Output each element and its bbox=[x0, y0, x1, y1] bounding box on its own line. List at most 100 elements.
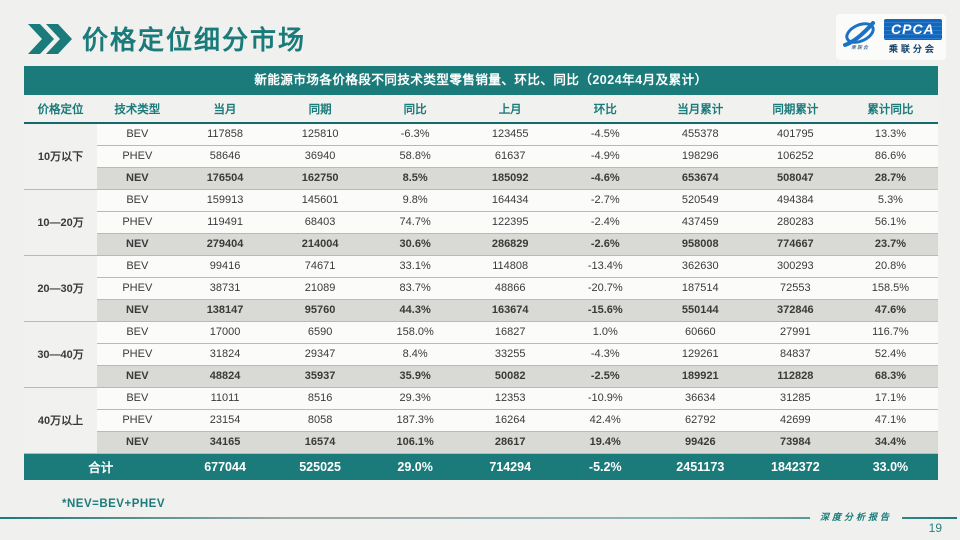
value-cell: 159913 bbox=[177, 189, 273, 212]
page-title: 价格定位细分市场 bbox=[82, 25, 307, 55]
col-header-tech: 技术类型 bbox=[97, 95, 178, 124]
value-cell: 35.9% bbox=[367, 365, 463, 388]
value-cell: 122395 bbox=[462, 211, 558, 234]
tech-type-cell: NEV bbox=[97, 431, 178, 454]
value-cell: 62792 bbox=[652, 409, 748, 432]
tech-type-cell: PHEV bbox=[97, 409, 178, 432]
value-cell: 145601 bbox=[272, 189, 368, 212]
value-cell: 164434 bbox=[462, 189, 558, 212]
value-cell: -2.7% bbox=[557, 189, 653, 212]
col-header-month-cum: 当月累计 bbox=[652, 95, 748, 124]
value-cell: 23154 bbox=[177, 409, 273, 432]
value-cell: 158.5% bbox=[842, 277, 938, 300]
value-cell: 5.3% bbox=[842, 189, 938, 212]
value-cell: 58.8% bbox=[367, 145, 463, 168]
value-cell: 34.4% bbox=[842, 431, 938, 454]
tech-type-cell: PHEV bbox=[97, 343, 178, 366]
tech-type-cell: PHEV bbox=[97, 145, 178, 168]
tech-type-cell: PHEV bbox=[97, 277, 178, 300]
value-cell: 401795 bbox=[747, 123, 843, 146]
value-cell: -4.5% bbox=[557, 123, 653, 146]
tech-type-cell: BEV bbox=[97, 321, 178, 344]
value-cell: 8.5% bbox=[367, 167, 463, 190]
tech-type-cell: NEV bbox=[97, 167, 178, 190]
table-row: 10万以下 BEV 117858 125810 -6.3% 123455 -4.5% 4553… bbox=[24, 123, 938, 190]
logo-text-block: CPCA 乘联分会 bbox=[884, 19, 942, 54]
table-row: 10—20万 BEV 159913 145601 9.8% 164434 -2.7% 5205… bbox=[24, 189, 938, 256]
table-row: 40万以上 BEV 11011 8516 29.3% 12353 -10.9% 36634 31… bbox=[24, 387, 938, 454]
value-cell: -4.3% bbox=[557, 343, 653, 366]
value-cell: 6590 bbox=[272, 321, 368, 344]
logo-swoosh-icon: 乘联会 bbox=[840, 19, 880, 55]
value-cell: 83.7% bbox=[367, 277, 463, 300]
value-cell: 17000 bbox=[177, 321, 273, 344]
tech-type-cell: BEV bbox=[97, 387, 178, 410]
value-cell: 187.3% bbox=[367, 409, 463, 432]
footer-divider bbox=[0, 517, 957, 519]
value-cell: 117858 bbox=[177, 123, 273, 146]
table-row: NEV 279404 214004 30.6% 286829 -2.6% 958008 774… bbox=[24, 233, 938, 256]
value-cell: 116.7% bbox=[842, 321, 938, 344]
table-row: 20—30万 BEV 99416 74671 33.1% 114808 -13.4% 3626… bbox=[24, 255, 938, 322]
value-cell: 372846 bbox=[747, 299, 843, 322]
value-cell: -2.4% bbox=[557, 211, 653, 234]
value-cell: -13.4% bbox=[557, 255, 653, 278]
value-cell: 73984 bbox=[747, 431, 843, 454]
value-cell: 958008 bbox=[652, 233, 748, 256]
total-value: 714294 bbox=[489, 459, 532, 474]
value-cell: 362630 bbox=[652, 255, 748, 278]
value-cell: 176504 bbox=[177, 167, 273, 190]
value-cell: 9.8% bbox=[367, 189, 463, 212]
value-cell: 60660 bbox=[652, 321, 748, 344]
value-cell: 44.3% bbox=[367, 299, 463, 322]
value-cell: 95760 bbox=[272, 299, 368, 322]
value-cell: 16574 bbox=[272, 431, 368, 454]
value-cell: 163674 bbox=[462, 299, 558, 322]
total-value: 1842372 bbox=[771, 459, 820, 474]
value-cell: 50082 bbox=[462, 365, 558, 388]
table-header-row: 价格定位 技术类型 当月 同期 同比 上月 环比 当月累计 同期累计 累计同比 bbox=[24, 95, 938, 124]
col-header-period-cum: 同期累计 bbox=[747, 95, 843, 124]
logo-name: 乘联分会 bbox=[888, 43, 937, 54]
tech-type-cell: BEV bbox=[97, 123, 178, 146]
value-cell: 520549 bbox=[652, 189, 748, 212]
value-cell: 189921 bbox=[652, 365, 748, 388]
value-cell: 68.3% bbox=[842, 365, 938, 388]
total-value: -5.2% bbox=[588, 459, 622, 474]
col-header-current-month: 当月 bbox=[177, 95, 273, 124]
value-cell: 11011 bbox=[177, 387, 273, 410]
value-cell: 74671 bbox=[272, 255, 368, 278]
value-cell: 31824 bbox=[177, 343, 273, 366]
tech-type-cell: NEV bbox=[97, 233, 178, 256]
value-cell: 187514 bbox=[652, 277, 748, 300]
value-cell: 123455 bbox=[462, 123, 558, 146]
table-row: NEV 48824 35937 35.9% 50082 -2.5% 189921 112828… bbox=[24, 365, 938, 388]
price-segment-label: 10—20万 bbox=[24, 189, 98, 256]
value-cell: 21089 bbox=[272, 277, 368, 300]
value-cell: 29347 bbox=[272, 343, 368, 366]
value-cell: 35937 bbox=[272, 365, 368, 388]
value-cell: 198296 bbox=[652, 145, 748, 168]
value-cell: 30.6% bbox=[367, 233, 463, 256]
table-row: NEV 138147 95760 44.3% 163674 -15.6% 550144 372… bbox=[24, 299, 938, 322]
slide-header: 价格定位细分市场 bbox=[28, 20, 306, 57]
value-cell: 99416 bbox=[177, 255, 273, 278]
table-row: PHEV 23154 8058 187.3% 16264 42.4% 62792 42699 4… bbox=[24, 409, 938, 432]
table-row: NEV 176504 162750 8.5% 185092 -4.6% 653674 5080… bbox=[24, 167, 938, 190]
value-cell: 106.1% bbox=[367, 431, 463, 454]
value-cell: 28.7% bbox=[842, 167, 938, 190]
value-cell: 33255 bbox=[462, 343, 558, 366]
value-cell: 86.6% bbox=[842, 145, 938, 168]
sales-table: 价格定位 技术类型 当月 同期 同比 上月 环比 当月累计 同期累计 累计同比 … bbox=[24, 95, 938, 480]
col-header-cum-yoy: 累计同比 bbox=[842, 95, 938, 124]
value-cell: 455378 bbox=[652, 123, 748, 146]
total-value: 525025 bbox=[299, 459, 341, 474]
value-cell: 48866 bbox=[462, 277, 558, 300]
value-cell: 119491 bbox=[177, 211, 273, 234]
value-cell: 185092 bbox=[462, 167, 558, 190]
value-cell: 286829 bbox=[462, 233, 558, 256]
value-cell: 129261 bbox=[652, 343, 748, 366]
table-title: 新能源市场各价格段不同技术类型零售销量、环比、同比（2024年4月及累计） bbox=[24, 66, 938, 95]
value-cell: 23.7% bbox=[842, 233, 938, 256]
value-cell: 158.0% bbox=[367, 321, 463, 344]
